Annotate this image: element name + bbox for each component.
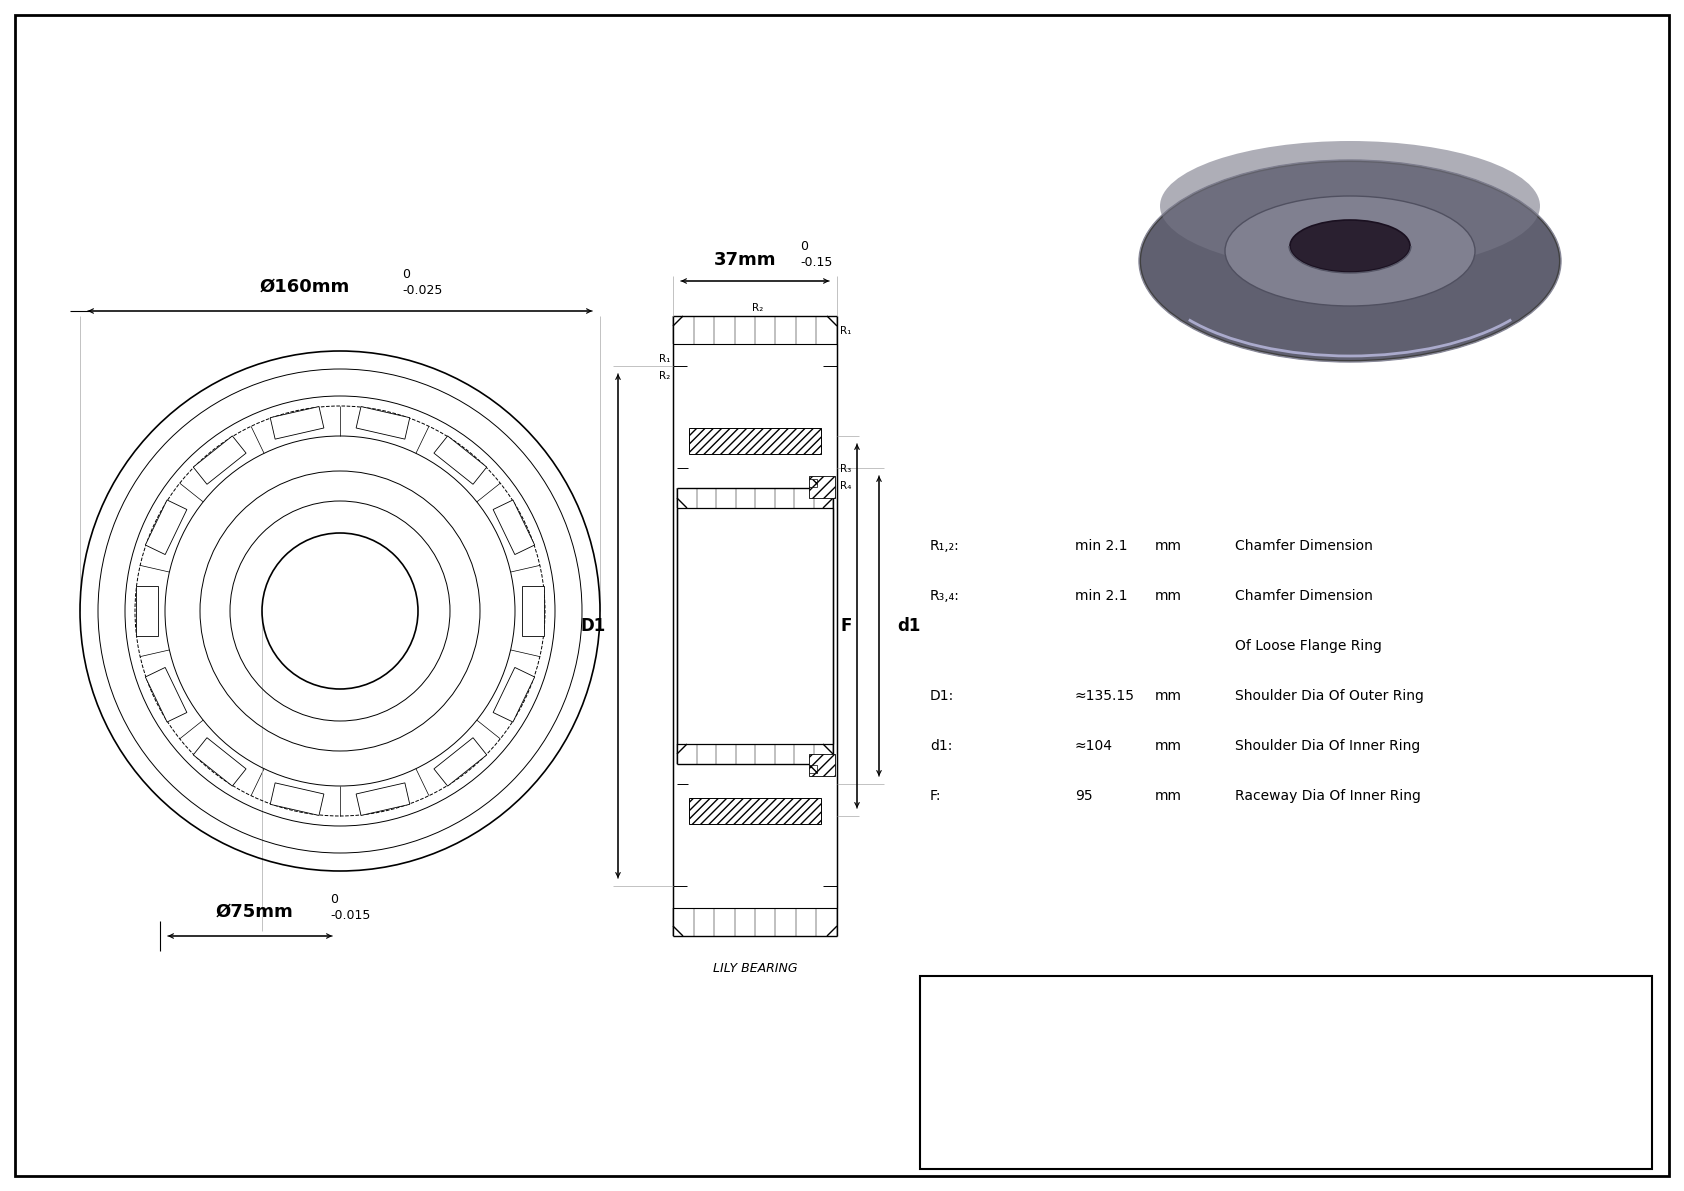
Text: 0: 0	[330, 893, 338, 906]
Text: 95: 95	[1074, 788, 1093, 803]
Polygon shape	[434, 737, 487, 786]
Text: mm: mm	[1155, 540, 1182, 553]
Bar	[808, 476, 835, 498]
Text: Chamfer Dimension: Chamfer Dimension	[1234, 590, 1372, 603]
Text: Of Loose Flange Ring: Of Loose Flange Ring	[1234, 640, 1383, 653]
Text: SHANGHAI LILY BEARING LIMITED: SHANGHAI LILY BEARING LIMITED	[1228, 1008, 1512, 1023]
Text: min 2.1: min 2.1	[1074, 540, 1128, 553]
Text: LILY BEARING: LILY BEARING	[712, 961, 797, 974]
Text: 0: 0	[402, 268, 409, 281]
Ellipse shape	[1290, 220, 1410, 272]
Bar	[808, 765, 817, 773]
Text: ®: ®	[1064, 992, 1079, 1008]
Text: mm: mm	[1155, 738, 1182, 753]
Text: Raceway Dia Of Inner Ring: Raceway Dia Of Inner Ring	[1234, 788, 1421, 803]
Text: 0: 0	[800, 241, 808, 252]
Text: R₄: R₄	[840, 481, 852, 491]
Text: R₂: R₂	[658, 372, 670, 381]
Text: D1:: D1:	[930, 690, 955, 703]
Text: F:: F:	[930, 788, 941, 803]
Text: Chamfer Dimension: Chamfer Dimension	[1234, 540, 1372, 553]
Polygon shape	[522, 586, 544, 636]
Text: Ø160mm: Ø160mm	[259, 278, 350, 297]
Polygon shape	[136, 586, 158, 636]
Polygon shape	[355, 782, 409, 816]
Text: NUP 315 ECP Cylindrical Roller Bearings: NUP 315 ECP Cylindrical Roller Bearings	[1182, 1115, 1558, 1133]
Text: d1:: d1:	[930, 738, 953, 753]
Polygon shape	[194, 436, 246, 485]
Text: R₃,₄:: R₃,₄:	[930, 590, 960, 603]
Text: F: F	[840, 617, 852, 635]
Text: Ø75mm: Ø75mm	[216, 903, 295, 921]
Text: -0.15: -0.15	[800, 256, 832, 269]
Text: R₁: R₁	[658, 354, 670, 364]
Text: R₂: R₂	[753, 303, 763, 313]
Bar	[919, 975, 1652, 1170]
Polygon shape	[355, 406, 409, 439]
Text: ≈104: ≈104	[1074, 738, 1113, 753]
Text: mm: mm	[1155, 788, 1182, 803]
Text: mm: mm	[1155, 590, 1182, 603]
Text: mm: mm	[1155, 690, 1182, 703]
Text: R₃: R₃	[840, 464, 850, 474]
Text: Shoulder Dia Of Inner Ring: Shoulder Dia Of Inner Ring	[1234, 738, 1420, 753]
Text: ≈135.15: ≈135.15	[1074, 690, 1135, 703]
Text: Email: lilybearing@lily-bearing.com: Email: lilybearing@lily-bearing.com	[1260, 1047, 1480, 1060]
Polygon shape	[145, 667, 187, 722]
Ellipse shape	[1140, 161, 1559, 361]
Text: -0.025: -0.025	[402, 283, 443, 297]
Polygon shape	[434, 436, 487, 485]
Polygon shape	[493, 667, 534, 722]
Text: D1: D1	[581, 617, 606, 635]
Text: R₁: R₁	[840, 326, 852, 336]
Text: R₁,₂:: R₁,₂:	[930, 540, 960, 553]
Bar	[689, 428, 822, 454]
Polygon shape	[269, 406, 323, 439]
Polygon shape	[145, 500, 187, 555]
Polygon shape	[493, 500, 534, 555]
Ellipse shape	[1160, 141, 1539, 272]
Text: d1: d1	[898, 617, 921, 635]
Text: 37mm: 37mm	[714, 251, 776, 269]
Text: Shoulder Dia Of Outer Ring: Shoulder Dia Of Outer Ring	[1234, 690, 1425, 703]
Text: min 2.1: min 2.1	[1074, 590, 1128, 603]
Bar	[808, 479, 817, 487]
Text: -0.015: -0.015	[330, 909, 370, 922]
Bar	[808, 754, 835, 777]
Text: LILY: LILY	[958, 1006, 1051, 1048]
Text: Part
Number: Part Number	[977, 1109, 1032, 1139]
Polygon shape	[194, 737, 246, 786]
Ellipse shape	[1224, 197, 1475, 306]
Polygon shape	[269, 782, 323, 816]
Bar	[689, 798, 822, 824]
